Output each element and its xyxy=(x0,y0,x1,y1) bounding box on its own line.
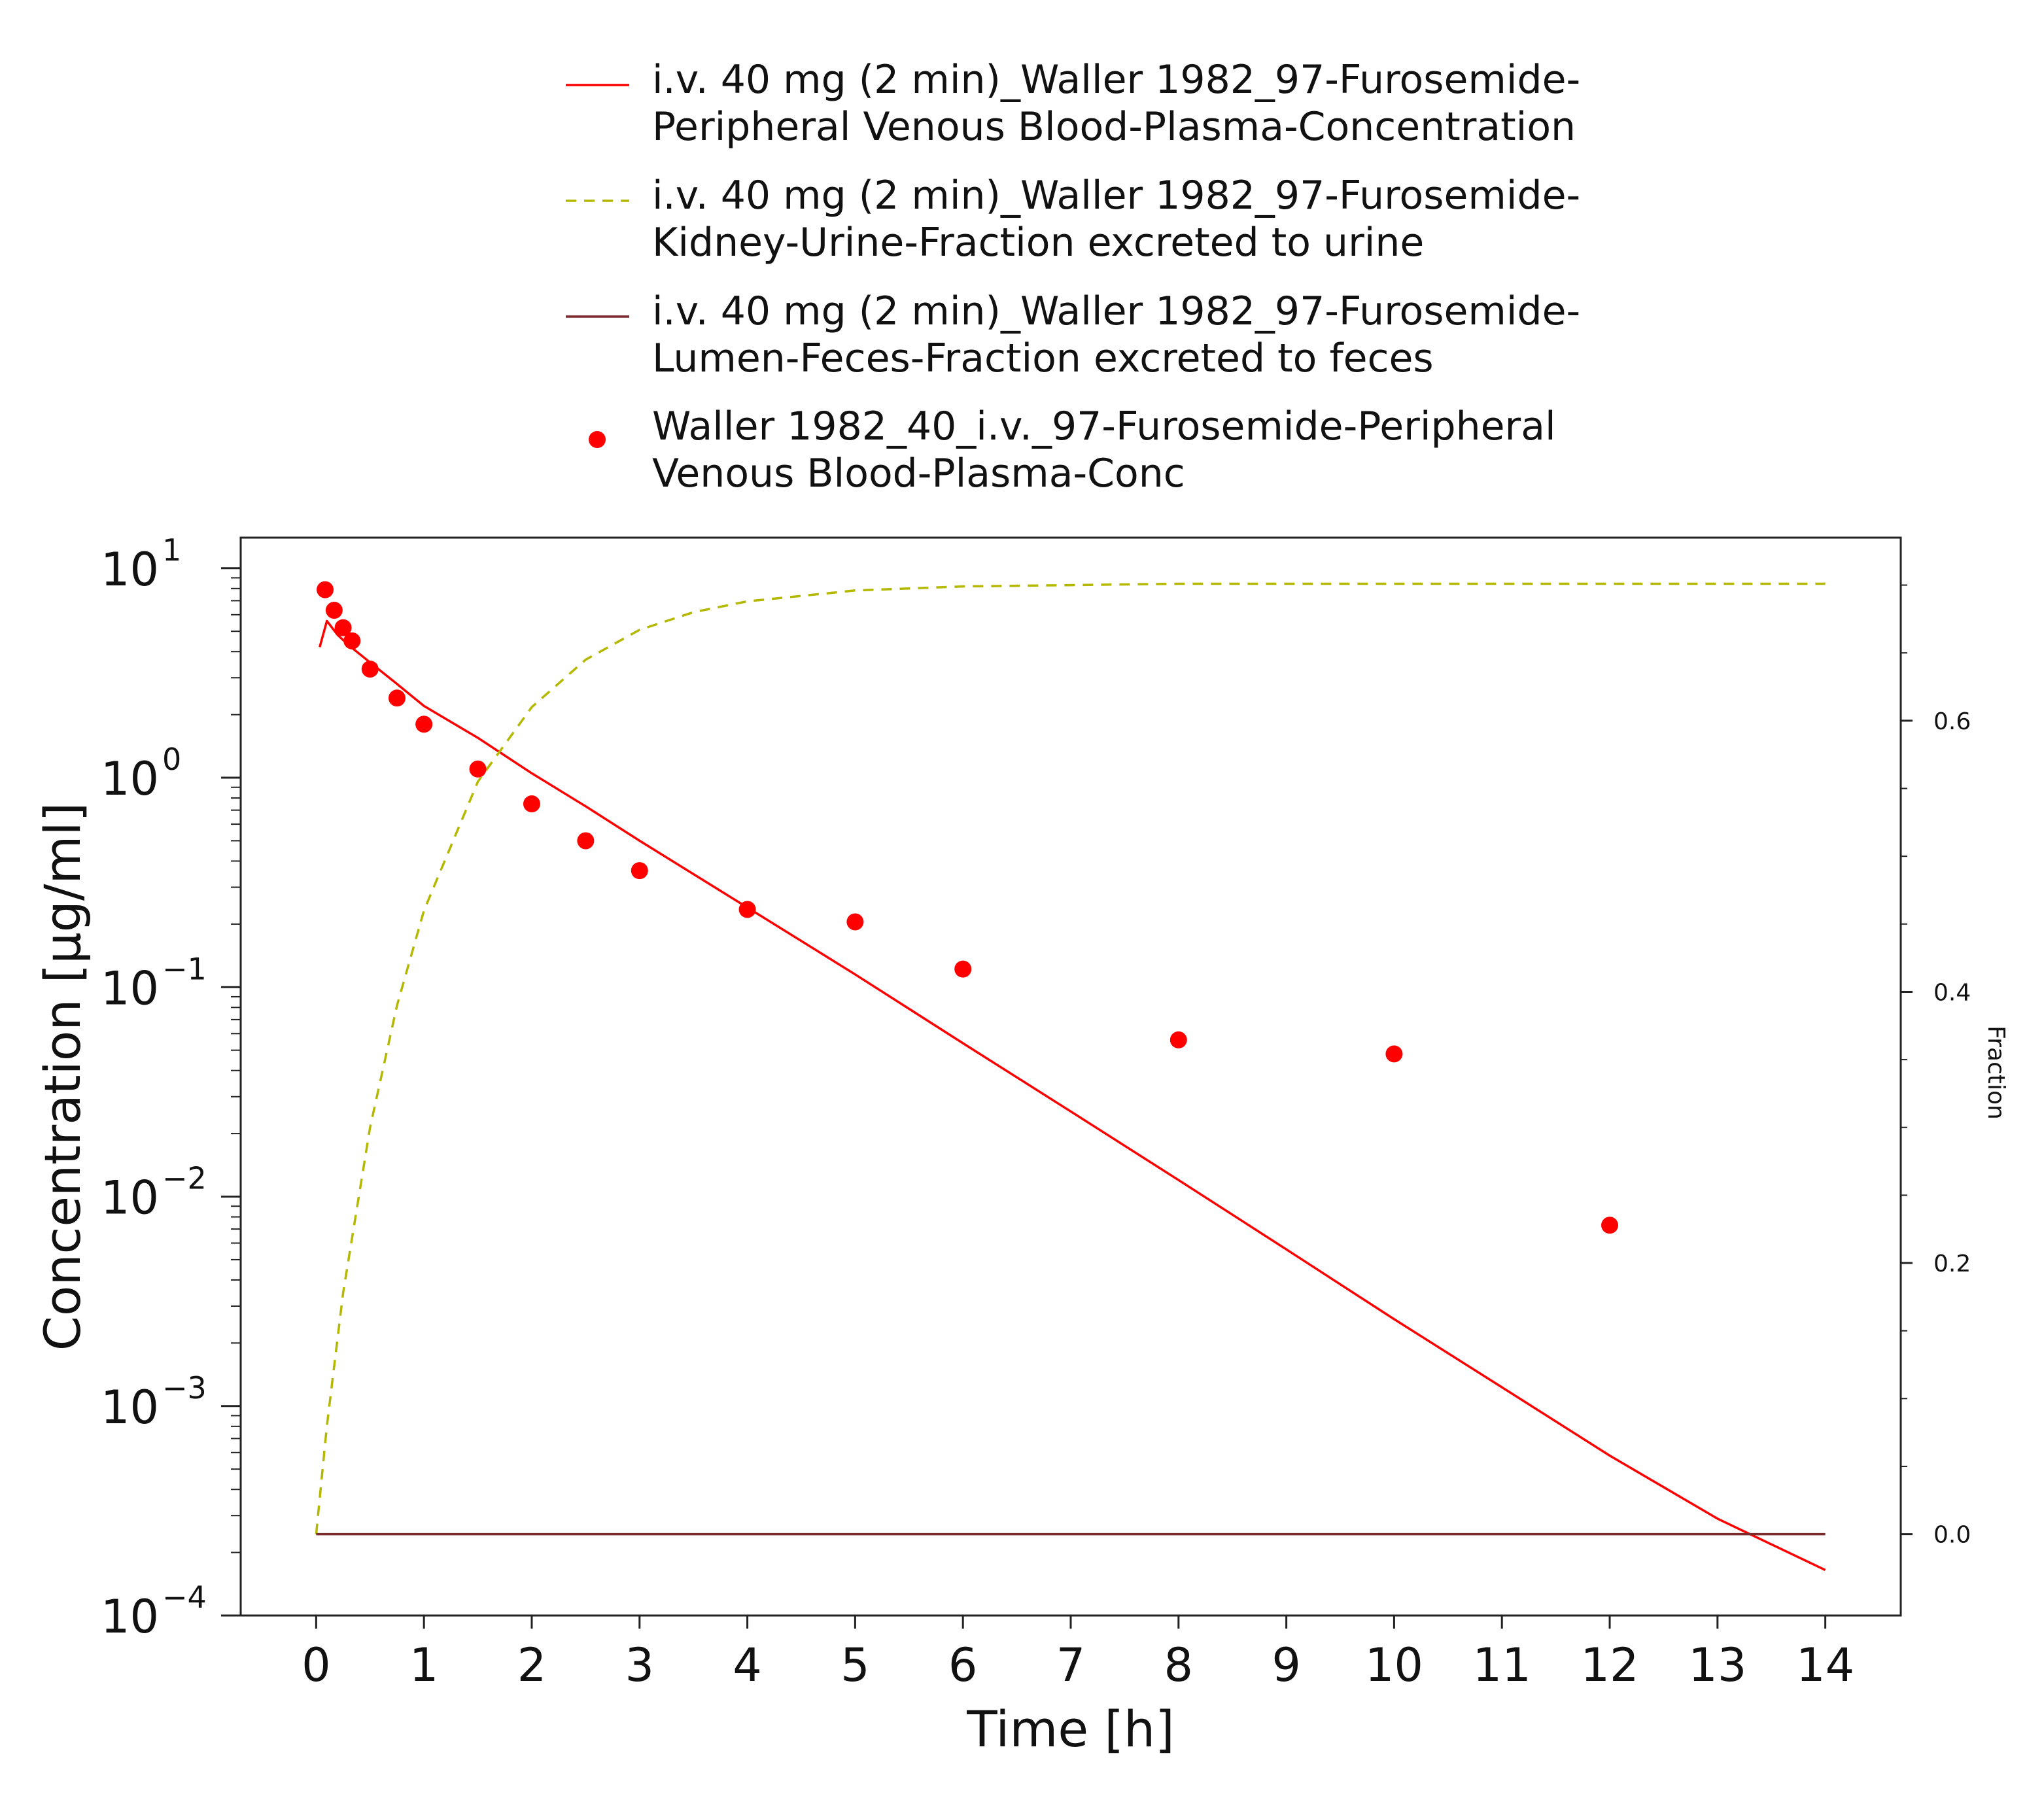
x-tick-label: 10 xyxy=(1365,1638,1423,1692)
x-tick-label: 0 xyxy=(302,1638,331,1692)
y-tick-exponent: −2 xyxy=(162,1161,207,1196)
y-tick-label: 10 xyxy=(101,1171,159,1225)
data-point xyxy=(415,716,433,733)
y2-tick-label: 0.4 xyxy=(1933,979,1971,1006)
y-tick-base: 10 xyxy=(101,1381,159,1434)
legend: i.v. 40 mg (2 min)_Waller 1982_97-Furose… xyxy=(566,57,1580,496)
data-point xyxy=(523,795,540,813)
y-tick-label: 10 xyxy=(101,1381,159,1434)
data-point xyxy=(317,581,334,598)
legend-item: i.v. 40 mg (2 min)_Waller 1982_97-Furose… xyxy=(566,288,1580,381)
x-tick-label: 1 xyxy=(409,1638,439,1692)
legend-label: Waller 1982_40_i.v._97-Furosemide-Periph… xyxy=(652,404,1556,449)
y-axis-label: Concentration [µg/ml] xyxy=(33,803,92,1351)
y-tick-base: 10 xyxy=(101,752,159,806)
legend-item: i.v. 40 mg (2 min)_Waller 1982_97-Furose… xyxy=(566,57,1580,150)
data-point xyxy=(1169,1031,1187,1048)
x-tick-label: 7 xyxy=(1056,1638,1086,1692)
y2-tick-label: 0.2 xyxy=(1933,1251,1971,1277)
x-tick-label: 11 xyxy=(1473,1638,1531,1692)
y-tick-label: 10 xyxy=(101,543,159,596)
x-axis-label: Time [h] xyxy=(966,1700,1175,1758)
legend-label: Venous Blood-Plasma-Conc xyxy=(652,451,1185,496)
legend-label: i.v. 40 mg (2 min)_Waller 1982_97-Furose… xyxy=(652,288,1580,334)
data-point xyxy=(738,901,756,918)
y2-tick-label: 0.0 xyxy=(1933,1522,1971,1549)
legend-item: Waller 1982_40_i.v._97-Furosemide-Periph… xyxy=(589,404,1556,496)
data-point xyxy=(325,602,343,619)
y-tick-label: 10 xyxy=(101,1590,159,1644)
y-tick-label: 10 xyxy=(101,961,159,1015)
data-point xyxy=(361,660,379,678)
plot-frame xyxy=(239,536,1902,1617)
data-point xyxy=(631,862,648,880)
data-point xyxy=(846,913,864,931)
x-tick-label: 6 xyxy=(948,1638,978,1692)
y-tick-base: 10 xyxy=(101,961,159,1015)
data-point xyxy=(334,619,352,636)
y-tick-label: 10 xyxy=(101,752,159,806)
y-tick-exponent: −3 xyxy=(162,1370,207,1406)
data-point xyxy=(1385,1045,1403,1063)
legend-label: Lumen-Feces-Fraction excreted to feces xyxy=(652,336,1434,381)
x-tick-label: 8 xyxy=(1164,1638,1194,1692)
legend-label: Kidney-Urine-Fraction excreted to urine xyxy=(652,220,1424,266)
y-tick-exponent: −4 xyxy=(162,1580,207,1615)
x-tick-label: 3 xyxy=(625,1638,655,1692)
x-tick-label: 13 xyxy=(1688,1638,1746,1692)
legend-label: i.v. 40 mg (2 min)_Waller 1982_97-Furose… xyxy=(652,57,1580,103)
data-point xyxy=(954,960,972,978)
legend-item: i.v. 40 mg (2 min)_Waller 1982_97-Furose… xyxy=(566,173,1580,266)
y-tick-exponent: −1 xyxy=(162,951,207,986)
data-point xyxy=(469,760,487,778)
series-line-1 xyxy=(315,582,1826,1534)
y-tick-exponent: 0 xyxy=(162,742,181,777)
x-tick-label: 9 xyxy=(1272,1638,1301,1692)
y-tick-exponent: 1 xyxy=(162,532,181,568)
x-tick-label: 12 xyxy=(1580,1638,1638,1692)
x-tick-label: 14 xyxy=(1796,1638,1854,1692)
data-point xyxy=(388,689,406,707)
legend-label: Peripheral Venous Blood-Plasma-Concentra… xyxy=(652,104,1576,150)
legend-label: i.v. 40 mg (2 min)_Waller 1982_97-Furose… xyxy=(652,173,1580,218)
x-tick-label: 2 xyxy=(517,1638,547,1692)
x-tick-label: 5 xyxy=(840,1638,870,1692)
data-point xyxy=(1601,1217,1619,1234)
y2-tick-label: 0.6 xyxy=(1933,708,1971,735)
y-tick-base: 10 xyxy=(101,543,159,596)
x-tick-label: 4 xyxy=(733,1638,762,1692)
y2-axis-label: Fraction xyxy=(1983,1026,2009,1120)
data-point xyxy=(343,632,361,649)
series-line-0 xyxy=(319,619,1826,1571)
series-layer xyxy=(315,581,1826,1571)
legend-marker xyxy=(589,431,606,448)
y-tick-base: 10 xyxy=(101,1171,159,1225)
x-axis: 0 1 2 3 4 5 6 7 8 9 10 11 12 13 14 xyxy=(302,1616,1854,1692)
y-tick-base: 10 xyxy=(101,1590,159,1644)
y-axis-right: 0.0 0.2 0.4 0.6 xyxy=(1901,584,1971,1549)
data-point xyxy=(577,832,595,850)
